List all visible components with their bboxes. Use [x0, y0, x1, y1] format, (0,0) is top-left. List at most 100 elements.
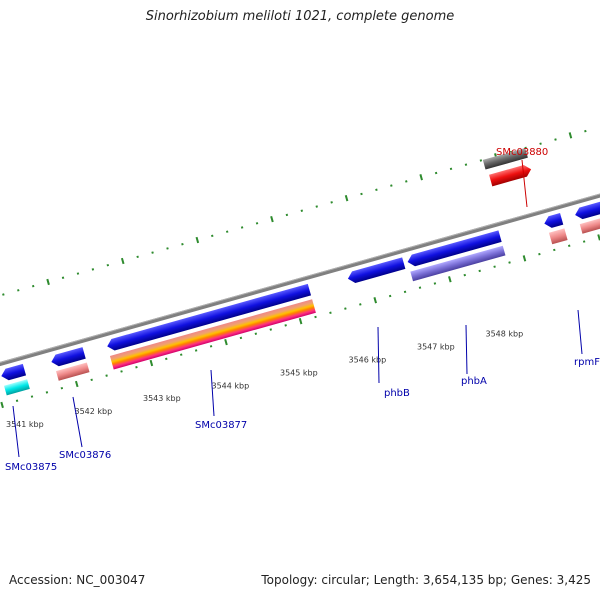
- tick-mark: [298, 318, 303, 325]
- gene-label-smc03880[interactable]: SMc03880: [496, 147, 548, 158]
- tick-mark: [45, 391, 49, 394]
- feature-phbb[interactable]: [346, 257, 406, 284]
- tick-mark: [463, 273, 466, 277]
- tick-mark: [493, 265, 496, 268]
- feature-smc03875-blue[interactable]: [0, 363, 27, 382]
- gene-label-phbb[interactable]: phbB: [384, 388, 410, 399]
- tick-mark: [91, 268, 95, 271]
- tick-mark: [478, 269, 481, 273]
- tick-mark: [30, 395, 34, 398]
- tick-mark: [166, 247, 169, 250]
- tick-mark: [344, 195, 349, 202]
- tick-mark: [508, 261, 511, 264]
- gene-label-rpmf[interactable]: rpmF: [574, 357, 600, 368]
- scale-label: 3545 kbp: [280, 368, 318, 377]
- feature-smc03877-blue[interactable]: [106, 283, 312, 352]
- tick-mark: [582, 240, 586, 243]
- tick-mark: [254, 332, 258, 335]
- feature-smc03880-red[interactable]: [489, 163, 533, 187]
- tick-mark: [15, 399, 19, 402]
- tick-mark: [330, 201, 333, 204]
- scale-labels: 3541 kbp 3542 kbp 3543 kbp 3544 kbp 3545 kbp…: [6, 330, 523, 429]
- tick-mark: [449, 167, 453, 171]
- scale-label: 3541 kbp: [6, 420, 44, 429]
- tick-mark: [314, 315, 317, 319]
- tick-mark: [373, 297, 377, 304]
- feature-rpmf-blue[interactable]: [543, 213, 564, 229]
- tick-mark: [359, 303, 362, 306]
- tick-mark: [46, 278, 50, 286]
- tick-mark: [567, 244, 571, 247]
- feature-edge-blue[interactable]: [574, 196, 600, 221]
- accession-text: Accession: NC_003047: [9, 573, 146, 587]
- feature-smc03877-stripes[interactable]: [109, 299, 316, 370]
- tick-mark: [225, 230, 229, 233]
- tick-mark: [2, 293, 5, 296]
- tick-mark: [74, 380, 79, 388]
- tick-mark: [195, 236, 200, 244]
- inner-tick-row: [0, 234, 600, 409]
- feature-phba-blue[interactable]: [406, 230, 502, 267]
- tick-mark: [120, 370, 123, 373]
- tick-mark: [538, 252, 541, 256]
- tick-mark: [284, 324, 287, 327]
- tick-mark: [584, 129, 587, 133]
- tick-mark: [418, 286, 422, 289]
- tick-mark: [375, 188, 378, 192]
- tick-mark: [390, 184, 393, 187]
- tick-mark: [405, 180, 408, 183]
- tick-mark: [419, 174, 423, 181]
- feature-phba-lavender[interactable]: [410, 245, 506, 282]
- scale-label: 3546 kbp: [349, 356, 387, 365]
- tick-mark: [255, 222, 259, 225]
- tick-mark: [433, 282, 437, 285]
- genome-backbone: [0, 186, 600, 369]
- scale-label: 3548 kbp: [486, 330, 524, 339]
- tick-mark: [522, 255, 527, 262]
- feature-smc03876-pink[interactable]: [56, 362, 90, 381]
- feature-smc03875-cyan[interactable]: [4, 379, 30, 396]
- feature-rpmf-pink[interactable]: [548, 228, 568, 245]
- tick-mark: [539, 142, 542, 145]
- genome-title: Sinorhizobium meliloti 1021, complete ge…: [145, 9, 455, 24]
- tick-mark: [270, 215, 274, 223]
- tick-mark: [403, 290, 407, 294]
- tick-mark: [149, 359, 154, 367]
- scale-label: 3544 kbp: [212, 381, 250, 390]
- genome-track: [0, 129, 600, 409]
- genome-backbone-highlight: [0, 186, 600, 366]
- tick-mark: [224, 338, 228, 346]
- tick-mark: [554, 138, 557, 141]
- tick-mark: [194, 349, 198, 352]
- tick-mark: [329, 311, 332, 315]
- outer-tick-row: [2, 129, 587, 296]
- tick-mark: [120, 257, 125, 265]
- tick-mark: [568, 132, 573, 139]
- tick-mark: [300, 209, 304, 212]
- tick-mark: [344, 307, 347, 310]
- tick-mark: [269, 328, 272, 331]
- feature-edge-pink[interactable]: [579, 212, 600, 234]
- gene-label-smc03877[interactable]: SMc03877: [195, 420, 247, 431]
- tick-mark: [31, 284, 35, 288]
- tick-mark: [360, 192, 363, 196]
- tick-mark: [76, 272, 80, 275]
- tick-mark: [553, 248, 556, 252]
- gene-label-smc03876[interactable]: SMc03876: [59, 450, 111, 461]
- tick-mark: [240, 226, 244, 229]
- tick-mark: [239, 336, 243, 340]
- tick-mark: [17, 289, 20, 292]
- feature-smc03880-gray[interactable]: [482, 148, 528, 170]
- tick-mark: [90, 378, 93, 382]
- gene-leader-lines: [12, 159, 583, 458]
- gene-label-phba[interactable]: phbA: [461, 376, 487, 387]
- tick-mark: [388, 294, 392, 298]
- scale-label: 3547 kbp: [417, 343, 455, 352]
- tick-mark: [315, 205, 318, 208]
- tick-mark: [60, 386, 64, 390]
- gene-labels: SMc03875 SMc03876 SMc03877 phbB phbA rpm…: [5, 147, 600, 473]
- feature-smc03876-blue[interactable]: [50, 347, 86, 368]
- gene-label-smc03875[interactable]: SMc03875: [5, 462, 57, 473]
- tick-mark: [285, 213, 289, 217]
